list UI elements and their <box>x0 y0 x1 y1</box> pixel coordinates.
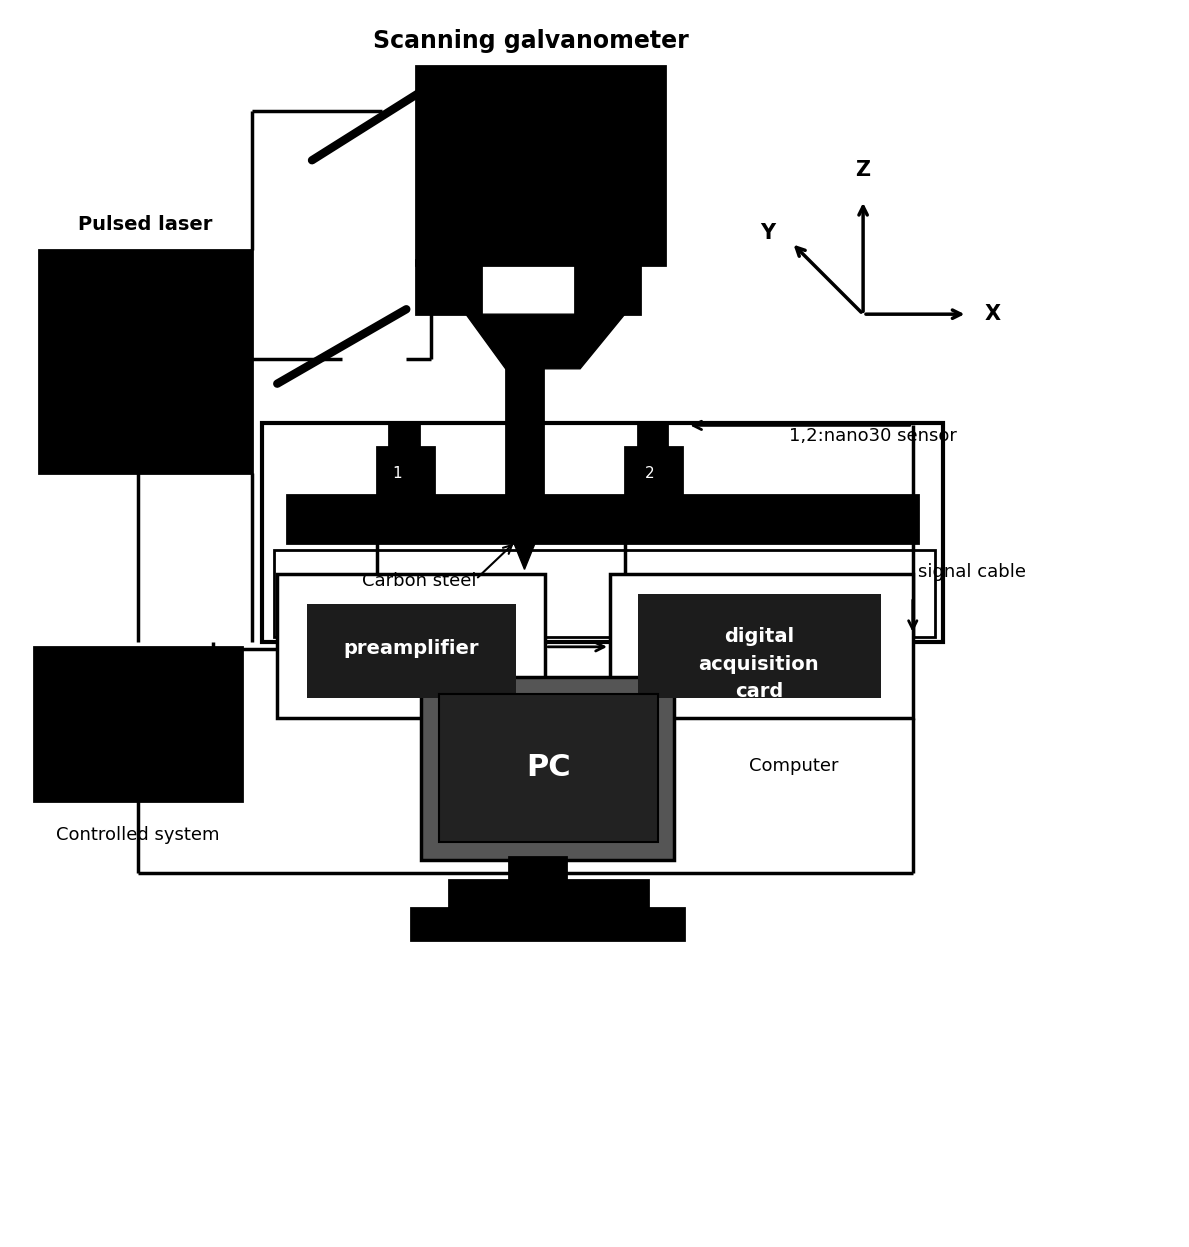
Bar <box>449 880 648 908</box>
Bar <box>416 259 480 314</box>
Text: card: card <box>735 682 784 701</box>
Bar <box>390 425 420 448</box>
Bar <box>275 550 935 637</box>
Text: 2: 2 <box>644 465 654 480</box>
Bar <box>39 249 252 473</box>
Bar <box>439 693 658 843</box>
Bar <box>416 66 665 264</box>
Bar <box>288 495 918 542</box>
Bar <box>34 647 243 801</box>
Text: preamplifier: preamplifier <box>344 640 479 658</box>
Text: Scanning galvanometer: Scanning galvanometer <box>372 29 688 54</box>
Bar <box>377 448 434 495</box>
Text: 1: 1 <box>392 465 402 480</box>
Text: signal cable: signal cable <box>918 564 1026 581</box>
Bar <box>263 424 943 642</box>
Text: digital: digital <box>724 627 794 646</box>
Text: X: X <box>984 304 1000 324</box>
Bar <box>610 575 913 718</box>
Text: Controlled system: Controlled system <box>56 826 220 843</box>
Bar <box>411 908 685 940</box>
Text: Pulsed laser: Pulsed laser <box>78 216 213 234</box>
Bar <box>575 259 640 314</box>
Text: acquisition: acquisition <box>698 655 819 675</box>
Text: Y: Y <box>761 223 775 243</box>
Bar <box>637 425 667 448</box>
Text: Z: Z <box>856 160 870 180</box>
Bar <box>505 364 543 522</box>
Polygon shape <box>505 522 543 570</box>
Text: Carbon steel: Carbon steel <box>361 572 476 590</box>
Text: 1,2:nano30 sensor: 1,2:nano30 sensor <box>788 428 956 445</box>
Bar <box>637 595 881 698</box>
Bar <box>509 858 566 882</box>
Polygon shape <box>466 314 624 369</box>
Text: PC: PC <box>526 753 571 782</box>
Text: Computer: Computer <box>749 757 838 774</box>
Bar <box>277 575 546 718</box>
Bar <box>421 677 674 860</box>
Bar <box>307 604 516 698</box>
Bar <box>624 448 682 495</box>
